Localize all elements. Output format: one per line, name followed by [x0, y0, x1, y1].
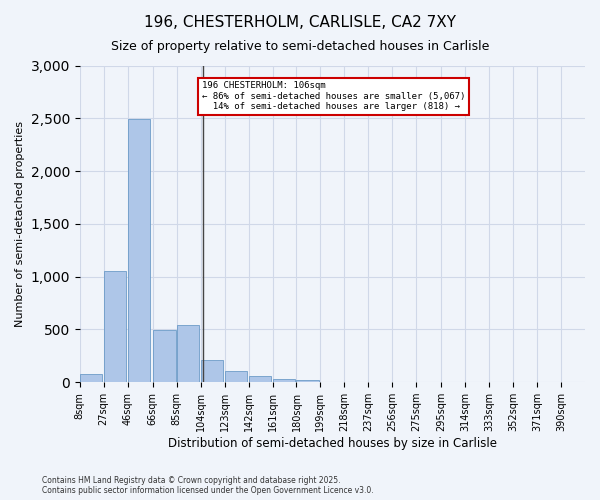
Text: Size of property relative to semi-detached houses in Carlisle: Size of property relative to semi-detach…: [111, 40, 489, 53]
Bar: [128, 120, 151, 382]
Bar: [224, 371, 247, 382]
X-axis label: Distribution of semi-detached houses by size in Carlisle: Distribution of semi-detached houses by …: [168, 437, 497, 450]
Text: 196 CHESTERHOLM: 106sqm
← 86% of semi-detached houses are smaller (5,067)
  14% : 196 CHESTERHOLM: 106sqm ← 86% of semi-de…: [202, 82, 466, 111]
Bar: [248, 376, 271, 382]
Bar: [80, 374, 103, 382]
Bar: [177, 325, 199, 382]
Bar: [104, 272, 127, 382]
Text: Contains HM Land Registry data © Crown copyright and database right 2025.
Contai: Contains HM Land Registry data © Crown c…: [42, 476, 374, 495]
Bar: [201, 360, 223, 382]
Text: 196, CHESTERHOLM, CARLISLE, CA2 7XY: 196, CHESTERHOLM, CARLISLE, CA2 7XY: [144, 15, 456, 30]
Y-axis label: Number of semi-detached properties: Number of semi-detached properties: [15, 121, 25, 327]
Bar: [296, 380, 319, 382]
Bar: [272, 378, 295, 382]
Bar: [153, 330, 176, 382]
